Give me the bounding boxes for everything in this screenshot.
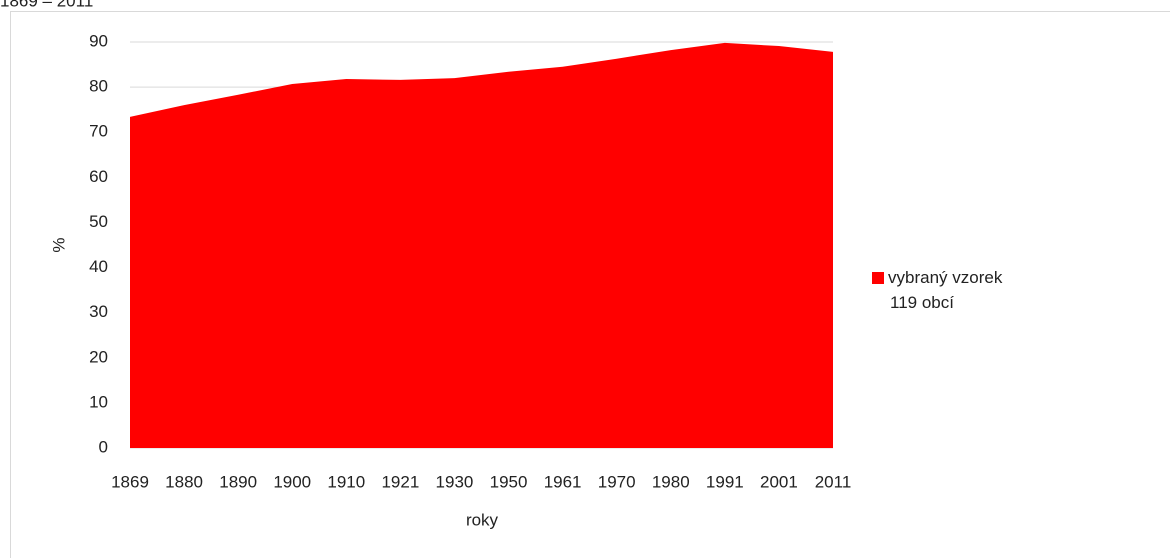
y-tick-label: 80 bbox=[89, 77, 108, 96]
x-tick-label: 1900 bbox=[273, 472, 311, 491]
y-axis-label: % bbox=[49, 237, 68, 252]
y-tick-label: 60 bbox=[89, 167, 108, 186]
y-tick-label: 30 bbox=[89, 302, 108, 321]
x-tick-label: 1950 bbox=[490, 472, 528, 491]
y-tick-label: 20 bbox=[89, 347, 108, 366]
y-tick-label: 50 bbox=[89, 212, 108, 231]
x-tick-label: 1991 bbox=[706, 472, 744, 491]
x-axis-label: roky bbox=[466, 510, 499, 529]
y-tick-label: 0 bbox=[99, 437, 108, 456]
x-tick-label: 1980 bbox=[652, 472, 690, 491]
chart-border bbox=[10, 11, 1170, 558]
x-tick-label: 1930 bbox=[436, 472, 474, 491]
x-tick-label: 1910 bbox=[327, 472, 365, 491]
x-tick-label: 1961 bbox=[544, 472, 582, 491]
legend: vybraný vzorek 119 obcí bbox=[872, 265, 1010, 315]
x-tick-label: 1869 bbox=[111, 472, 149, 491]
area bbox=[130, 42, 833, 448]
x-tick-label: 1921 bbox=[381, 472, 419, 491]
x-tick-label: 2011 bbox=[815, 472, 852, 491]
y-tick-label: 40 bbox=[89, 257, 108, 276]
x-tick-label: 2001 bbox=[760, 472, 798, 491]
chart-title: 1869 – 2011 bbox=[0, 0, 93, 10]
legend-label: vybraný vzorek 119 obcí bbox=[888, 268, 1003, 312]
x-tick-label: 1890 bbox=[219, 472, 257, 491]
x-tick-label: 1970 bbox=[598, 472, 636, 491]
y-tick-label: 10 bbox=[89, 392, 108, 411]
y-tick-label: 90 bbox=[89, 31, 108, 50]
x-tick-label: 1880 bbox=[165, 472, 203, 491]
legend-swatch bbox=[872, 272, 884, 284]
y-tick-label: 70 bbox=[89, 122, 108, 141]
